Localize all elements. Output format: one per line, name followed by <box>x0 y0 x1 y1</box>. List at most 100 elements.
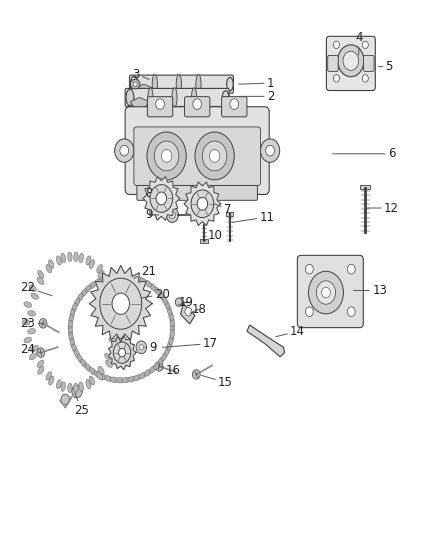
Circle shape <box>147 132 186 180</box>
Ellipse shape <box>94 279 101 285</box>
Circle shape <box>230 99 239 109</box>
Ellipse shape <box>57 256 61 265</box>
Ellipse shape <box>38 270 44 278</box>
Circle shape <box>136 341 147 354</box>
Ellipse shape <box>79 253 84 263</box>
Ellipse shape <box>144 369 152 376</box>
Circle shape <box>316 281 336 304</box>
Ellipse shape <box>61 382 66 391</box>
Text: 10: 10 <box>204 228 222 242</box>
Text: 8: 8 <box>145 187 161 200</box>
Ellipse shape <box>115 311 123 316</box>
Ellipse shape <box>170 324 175 333</box>
Ellipse shape <box>169 335 173 345</box>
Ellipse shape <box>49 260 54 269</box>
Ellipse shape <box>86 379 91 389</box>
Ellipse shape <box>68 326 73 336</box>
Ellipse shape <box>110 320 118 325</box>
Circle shape <box>150 184 173 212</box>
Ellipse shape <box>77 293 83 302</box>
Ellipse shape <box>170 318 174 327</box>
Circle shape <box>155 362 163 371</box>
Text: 21: 21 <box>134 265 156 278</box>
Ellipse shape <box>46 372 52 380</box>
Ellipse shape <box>158 357 164 365</box>
Circle shape <box>308 271 343 314</box>
Circle shape <box>169 211 175 219</box>
FancyBboxPatch shape <box>134 127 261 185</box>
Circle shape <box>166 207 178 222</box>
Ellipse shape <box>162 296 167 304</box>
Ellipse shape <box>89 281 96 289</box>
Ellipse shape <box>85 364 91 372</box>
Ellipse shape <box>112 345 119 352</box>
Wedge shape <box>135 84 153 96</box>
Ellipse shape <box>116 273 124 279</box>
Ellipse shape <box>22 320 30 325</box>
Ellipse shape <box>97 372 102 380</box>
Circle shape <box>362 41 368 49</box>
Ellipse shape <box>162 352 167 361</box>
FancyBboxPatch shape <box>200 239 208 243</box>
Ellipse shape <box>81 359 87 367</box>
Circle shape <box>100 278 142 329</box>
Ellipse shape <box>49 376 54 385</box>
Ellipse shape <box>115 328 123 334</box>
Ellipse shape <box>98 366 104 374</box>
FancyBboxPatch shape <box>326 36 375 91</box>
Ellipse shape <box>109 302 117 308</box>
Ellipse shape <box>61 253 66 263</box>
Ellipse shape <box>70 338 75 348</box>
Ellipse shape <box>72 344 77 353</box>
Ellipse shape <box>109 337 117 343</box>
Circle shape <box>202 141 227 171</box>
Ellipse shape <box>196 75 201 94</box>
Circle shape <box>261 139 280 163</box>
Text: 20: 20 <box>140 288 170 301</box>
Ellipse shape <box>128 376 135 382</box>
FancyBboxPatch shape <box>125 88 229 107</box>
Ellipse shape <box>29 353 36 360</box>
Ellipse shape <box>226 77 233 91</box>
Circle shape <box>266 146 275 156</box>
Ellipse shape <box>170 329 174 339</box>
FancyBboxPatch shape <box>184 96 210 117</box>
Ellipse shape <box>110 377 118 383</box>
Text: 4: 4 <box>355 31 363 55</box>
Ellipse shape <box>98 270 104 278</box>
Circle shape <box>343 51 359 70</box>
FancyBboxPatch shape <box>360 185 370 189</box>
Text: 6: 6 <box>332 147 395 160</box>
Ellipse shape <box>24 337 32 343</box>
Ellipse shape <box>112 293 119 299</box>
Ellipse shape <box>126 89 134 106</box>
Ellipse shape <box>24 302 32 308</box>
FancyBboxPatch shape <box>364 55 374 71</box>
Ellipse shape <box>94 371 101 377</box>
Ellipse shape <box>105 275 112 281</box>
Circle shape <box>305 264 313 274</box>
Text: 25: 25 <box>74 393 89 416</box>
Circle shape <box>37 348 45 358</box>
Ellipse shape <box>57 379 61 389</box>
Ellipse shape <box>128 274 135 280</box>
Ellipse shape <box>110 274 118 279</box>
Circle shape <box>305 307 313 317</box>
Ellipse shape <box>131 76 138 92</box>
Ellipse shape <box>68 252 72 262</box>
Ellipse shape <box>79 382 84 391</box>
Circle shape <box>338 45 364 77</box>
Circle shape <box>154 141 179 171</box>
Ellipse shape <box>152 75 157 94</box>
Circle shape <box>185 308 192 316</box>
Ellipse shape <box>68 320 73 330</box>
Ellipse shape <box>167 306 172 315</box>
Ellipse shape <box>38 366 44 374</box>
Polygon shape <box>184 182 221 225</box>
FancyBboxPatch shape <box>125 107 269 195</box>
Text: 13: 13 <box>353 284 387 297</box>
Ellipse shape <box>172 88 177 107</box>
Ellipse shape <box>72 303 77 312</box>
Ellipse shape <box>31 345 39 352</box>
Ellipse shape <box>97 264 102 273</box>
